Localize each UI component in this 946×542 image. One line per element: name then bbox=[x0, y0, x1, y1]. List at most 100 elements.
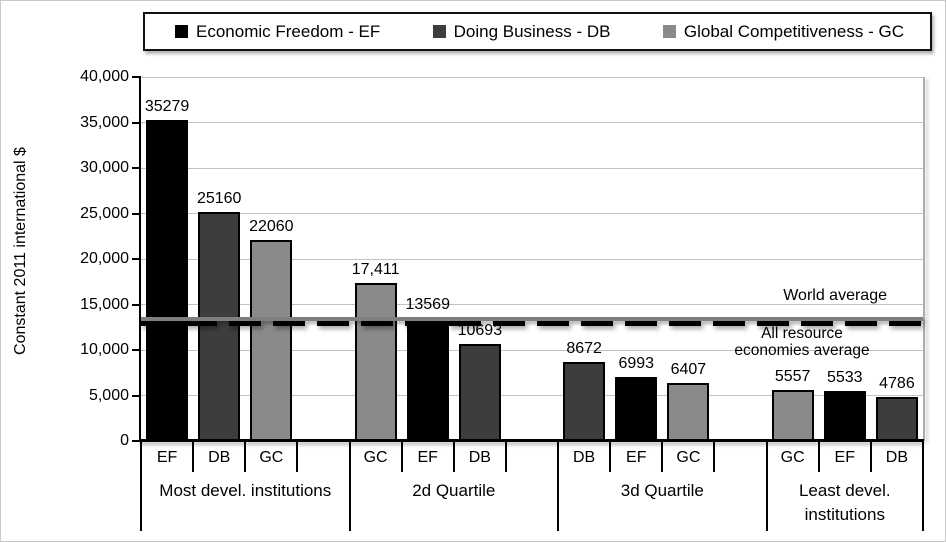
x-axis-separator bbox=[869, 441, 872, 472]
bar-value-label: 13569 bbox=[405, 295, 450, 313]
x-category-label: EF bbox=[834, 449, 855, 466]
x-category-label: GC bbox=[676, 449, 701, 466]
x-group-label: Least devel. institutions bbox=[798, 481, 891, 524]
x-category-label: EF bbox=[417, 449, 438, 466]
y-axis-tick-label: 5,000 bbox=[88, 386, 129, 404]
gridline bbox=[141, 167, 923, 169]
y-axis-tick bbox=[132, 394, 141, 397]
x-axis-separator bbox=[452, 441, 455, 472]
plot-area-right-border bbox=[923, 77, 925, 441]
x-category-label: GC bbox=[780, 449, 805, 466]
world-average-line bbox=[141, 317, 923, 322]
legend: Economic Freedom - EF Doing Business - DB… bbox=[143, 12, 932, 51]
bar-value-label: 25160 bbox=[196, 190, 242, 208]
gridline bbox=[141, 395, 923, 396]
x-axis-line bbox=[140, 439, 924, 442]
bar-value-label: 17,411 bbox=[351, 260, 400, 278]
bar-gc bbox=[771, 390, 814, 441]
x-group-divider bbox=[922, 441, 924, 531]
bar-value-label: 8672 bbox=[566, 340, 602, 358]
x-axis-separator bbox=[661, 441, 664, 472]
legend-item-db: Doing Business - DB bbox=[432, 21, 611, 42]
y-axis-tick-label: 25,000 bbox=[80, 204, 129, 222]
legend-swatch-icon bbox=[432, 25, 446, 38]
y-axis-tick bbox=[132, 303, 141, 306]
legend-label: Economic Freedom - EF bbox=[196, 21, 381, 41]
bar-ef bbox=[823, 390, 866, 441]
legend-label: Global Competitiveness - GC bbox=[683, 21, 904, 41]
gridline bbox=[141, 349, 923, 351]
bar-value-label: 5533 bbox=[826, 368, 863, 386]
x-axis-separator bbox=[296, 441, 299, 472]
y-axis-tick bbox=[132, 258, 141, 260]
bar-gc bbox=[250, 240, 293, 441]
x-category-label: EF bbox=[626, 449, 647, 466]
bar-gc bbox=[667, 382, 710, 441]
bar-db bbox=[458, 343, 501, 441]
x-category-label: DB bbox=[573, 449, 596, 466]
bar-value-label: 6993 bbox=[618, 355, 655, 373]
x-group-label: 2d Quartile bbox=[412, 481, 496, 500]
y-axis-tick bbox=[132, 349, 141, 351]
bar-gc bbox=[354, 282, 397, 441]
x-category-label: DB bbox=[468, 449, 491, 466]
x-axis-separator bbox=[609, 441, 612, 472]
gridline bbox=[141, 76, 923, 78]
x-group-label: 3d Quartile bbox=[620, 481, 704, 500]
x-axis-separator bbox=[244, 441, 247, 472]
x-group-divider bbox=[765, 441, 768, 531]
bar-ef bbox=[406, 317, 449, 441]
bar-db bbox=[198, 212, 241, 441]
y-axis-title: Constant 2011 international $ bbox=[12, 147, 29, 355]
legend-item-ef: Economic Freedom - EF bbox=[175, 22, 380, 42]
x-axis-separator bbox=[192, 441, 195, 472]
all-resource-economies-average-label: All resource economies average bbox=[734, 325, 870, 359]
gridline bbox=[141, 304, 923, 305]
x-category-label: DB bbox=[885, 449, 909, 466]
gridline bbox=[141, 122, 923, 123]
legend-swatch-icon bbox=[175, 25, 188, 38]
y-axis-tick-label: 15,000 bbox=[80, 295, 129, 313]
x-group-divider bbox=[557, 441, 560, 531]
world-average-label: World average bbox=[783, 287, 887, 304]
y-axis-line bbox=[139, 76, 141, 442]
bar-value-label: 10693 bbox=[457, 321, 503, 339]
gridline bbox=[141, 213, 923, 214]
bar-db bbox=[875, 397, 918, 441]
x-axis-separator bbox=[504, 441, 507, 472]
bar-value-label: 22060 bbox=[249, 218, 294, 236]
y-axis-tick bbox=[132, 212, 141, 215]
x-category-label: GC bbox=[259, 449, 284, 466]
x-group-label: Most devel. institutions bbox=[159, 481, 332, 500]
x-axis-separator bbox=[713, 441, 716, 472]
y-axis-tick-label: 40,000 bbox=[80, 68, 129, 85]
y-axis-tick-label: 0 bbox=[120, 432, 129, 449]
x-category-label: EF bbox=[156, 449, 178, 466]
bar-value-label: 35279 bbox=[144, 97, 190, 115]
legend-label: Doing Business - DB bbox=[453, 21, 611, 41]
y-axis-tick bbox=[132, 121, 141, 124]
x-axis-separator bbox=[817, 441, 820, 472]
bar-value-label: 6407 bbox=[670, 360, 707, 378]
x-axis-separator bbox=[400, 441, 403, 472]
y-axis-tick-label: 10,000 bbox=[80, 341, 129, 358]
y-axis-tick-label: 35,000 bbox=[80, 113, 129, 131]
bar-value-label: 5557 bbox=[774, 368, 811, 386]
bar-db bbox=[563, 362, 606, 441]
y-axis-tick bbox=[132, 167, 141, 169]
legend-item-gc: Global Competitiveness - GC bbox=[662, 21, 904, 42]
bar-value-label: 4786 bbox=[879, 375, 915, 393]
gridline bbox=[141, 258, 923, 260]
y-axis-tick bbox=[132, 76, 141, 78]
y-axis-tick-label: 30,000 bbox=[80, 159, 129, 176]
bar-ef bbox=[615, 377, 658, 441]
legend-swatch-icon bbox=[662, 25, 676, 38]
x-group-divider bbox=[140, 441, 142, 531]
y-axis-tick-label: 20,000 bbox=[80, 250, 129, 267]
x-group-divider bbox=[348, 441, 351, 531]
x-category-label: GC bbox=[363, 449, 388, 466]
x-category-label: DB bbox=[208, 449, 231, 466]
y-axis-tick bbox=[132, 440, 141, 442]
all-resource-economies-average-line bbox=[141, 321, 923, 327]
